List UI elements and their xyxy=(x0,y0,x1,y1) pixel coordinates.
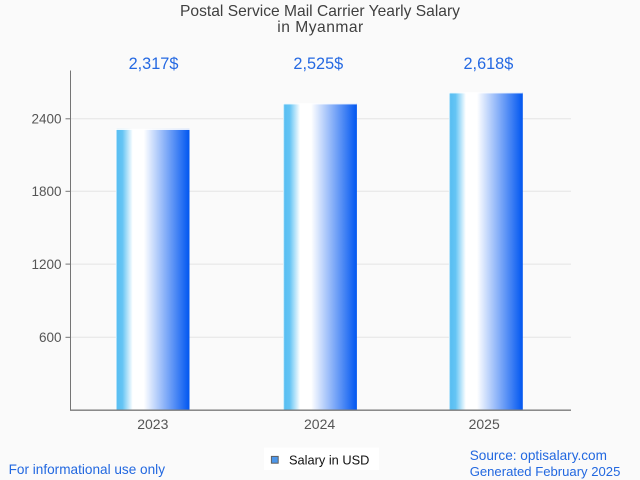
svg-text:2,525$: 2,525$ xyxy=(293,55,343,73)
svg-text:2024: 2024 xyxy=(304,416,335,432)
svg-text:2025: 2025 xyxy=(469,416,500,432)
svg-text:Generated February 2025: Generated February 2025 xyxy=(470,464,621,479)
svg-text:Source: optisalary.com: Source: optisalary.com xyxy=(470,448,607,463)
svg-text:For informational use only: For informational use only xyxy=(9,462,166,477)
svg-text:Salary in USD: Salary in USD xyxy=(289,453,369,468)
svg-text:600: 600 xyxy=(39,330,62,345)
svg-text:Postal Service Mail Carrier Ye: Postal Service Mail Carrier Yearly Salar… xyxy=(180,3,460,20)
svg-text:2023: 2023 xyxy=(137,416,168,432)
svg-text:2,317$: 2,317$ xyxy=(129,55,179,73)
svg-text:1800: 1800 xyxy=(31,184,61,199)
svg-text:1200: 1200 xyxy=(31,257,61,272)
svg-text:in Myanmar: in Myanmar xyxy=(277,19,363,36)
svg-text:2400: 2400 xyxy=(31,112,61,127)
svg-text:2,618$: 2,618$ xyxy=(463,55,513,73)
